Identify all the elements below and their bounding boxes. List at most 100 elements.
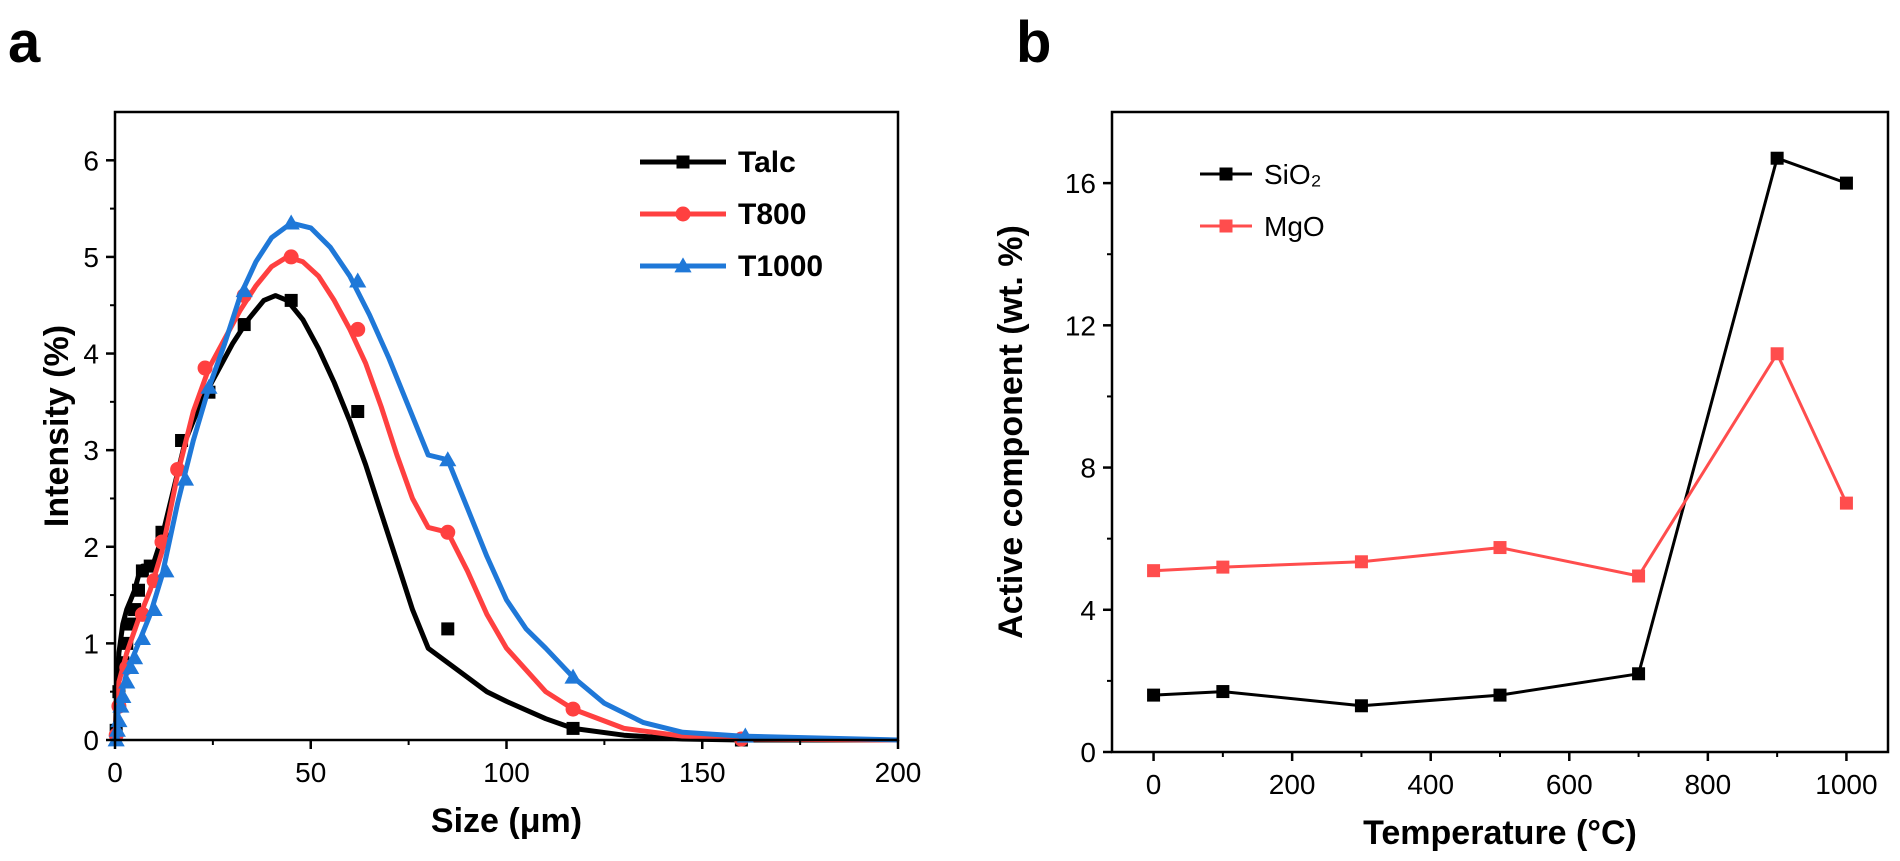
data-point [118, 673, 136, 689]
data-point [351, 405, 365, 419]
series-line [112, 293, 898, 743]
data-point [200, 378, 218, 394]
y-tick-label: 0 [1080, 737, 1096, 768]
x-tick-label: 0 [1146, 769, 1162, 800]
data-point [131, 583, 145, 597]
data-point [133, 629, 151, 645]
legend: Talc T800 T1000 [640, 146, 823, 283]
series-sio [1147, 151, 1853, 713]
data-point [1216, 560, 1230, 574]
y-tick-label: 8 [1080, 453, 1096, 484]
data-point [110, 712, 128, 728]
data-point [1770, 347, 1784, 361]
panel-label-a: a [8, 10, 41, 75]
y-tick-label: 4 [1080, 595, 1096, 626]
y-tick-label: 1 [83, 628, 99, 659]
data-point [1354, 699, 1368, 713]
y-tick-label: 6 [83, 145, 99, 176]
x-tick-label: 0 [107, 757, 123, 788]
data-point [1216, 685, 1230, 699]
data-point [350, 321, 366, 337]
data-point [1493, 688, 1507, 702]
legend-label: MgO [1264, 211, 1325, 242]
legend-marker [1219, 167, 1233, 181]
x-tick-label: 800 [1684, 769, 1731, 800]
y-axis-title: Intensity (%) [38, 325, 76, 527]
legend-item: T800 [640, 198, 806, 231]
data-point [114, 687, 132, 703]
data-point [349, 272, 367, 288]
legend-marker [1219, 219, 1233, 233]
y-tick-label: 12 [1065, 310, 1096, 341]
data-point [284, 293, 298, 307]
legend-item: MgO [1200, 211, 1325, 242]
x-tick-label: 1000 [1815, 769, 1877, 800]
data-point [1493, 541, 1507, 555]
y-tick-label: 3 [83, 435, 99, 466]
data-point [112, 697, 130, 713]
data-point [440, 524, 456, 540]
legend-label: Talc [738, 146, 796, 179]
data-point [1839, 176, 1853, 190]
data-point [282, 214, 300, 230]
x-tick-label: 50 [295, 757, 326, 788]
data-point [565, 701, 581, 717]
legend-marker [674, 257, 692, 273]
legend-item: SiO₂ [1200, 159, 1322, 190]
data-point [197, 360, 213, 376]
y-axis-title: Active component (wt. %) [992, 225, 1030, 639]
data-point [439, 451, 457, 467]
data-point [154, 534, 170, 550]
legend-item: Talc [640, 146, 796, 179]
x-axis-title: Size (μm) [431, 802, 582, 840]
series-line [112, 220, 899, 743]
data-point [108, 721, 126, 737]
data-point [1147, 688, 1161, 702]
series-talc [109, 293, 898, 747]
legend-marker [676, 155, 690, 169]
data-point [283, 249, 299, 265]
data-point [143, 559, 157, 573]
data-point [176, 470, 195, 486]
series-t800 [108, 249, 899, 747]
y-tick-label: 2 [83, 532, 99, 563]
y-tick-label: 5 [83, 242, 99, 273]
data-point [1770, 151, 1784, 165]
data-point [235, 282, 253, 298]
legend: SiO₂ MgO [1200, 159, 1325, 242]
legend-label: T800 [738, 198, 806, 231]
plot-frame [1110, 110, 1890, 754]
x-tick-label: 400 [1407, 769, 1454, 800]
legend-marker [675, 206, 691, 222]
x-axis-title: Temperature (°C) [1363, 814, 1637, 852]
data-point [566, 721, 580, 735]
legend-label: T1000 [738, 250, 823, 283]
legend-item: T1000 [640, 250, 823, 283]
data-point [1839, 496, 1853, 510]
x-tick-label: 150 [679, 757, 726, 788]
data-point [1632, 569, 1646, 583]
data-point [170, 461, 186, 477]
x-tick-label: 200 [1269, 769, 1316, 800]
y-tick-label: 4 [83, 339, 99, 370]
y-tick-label: 0 [83, 725, 99, 756]
series-t1000 [107, 214, 899, 747]
data-point [1354, 555, 1368, 569]
series-mgo [1147, 347, 1853, 583]
chart-panel-b: 0 200 400 600 800 1000 0 4 8 12 16 Temperature (°C)… [992, 110, 1890, 852]
data-point [1632, 667, 1646, 681]
data-point [237, 318, 251, 332]
data-point [441, 622, 455, 636]
x-tick-label: 100 [483, 757, 530, 788]
data-point [145, 600, 163, 617]
legend-label: SiO₂ [1264, 159, 1322, 190]
panel-label-b: b [1016, 10, 1051, 75]
x-tick-label: 200 [875, 757, 922, 788]
data-point [1147, 564, 1161, 578]
data-point [564, 668, 582, 684]
series-line [1153, 156, 1847, 708]
x-tick-label: 600 [1546, 769, 1593, 800]
data-point [125, 649, 144, 665]
data-point [122, 658, 140, 674]
